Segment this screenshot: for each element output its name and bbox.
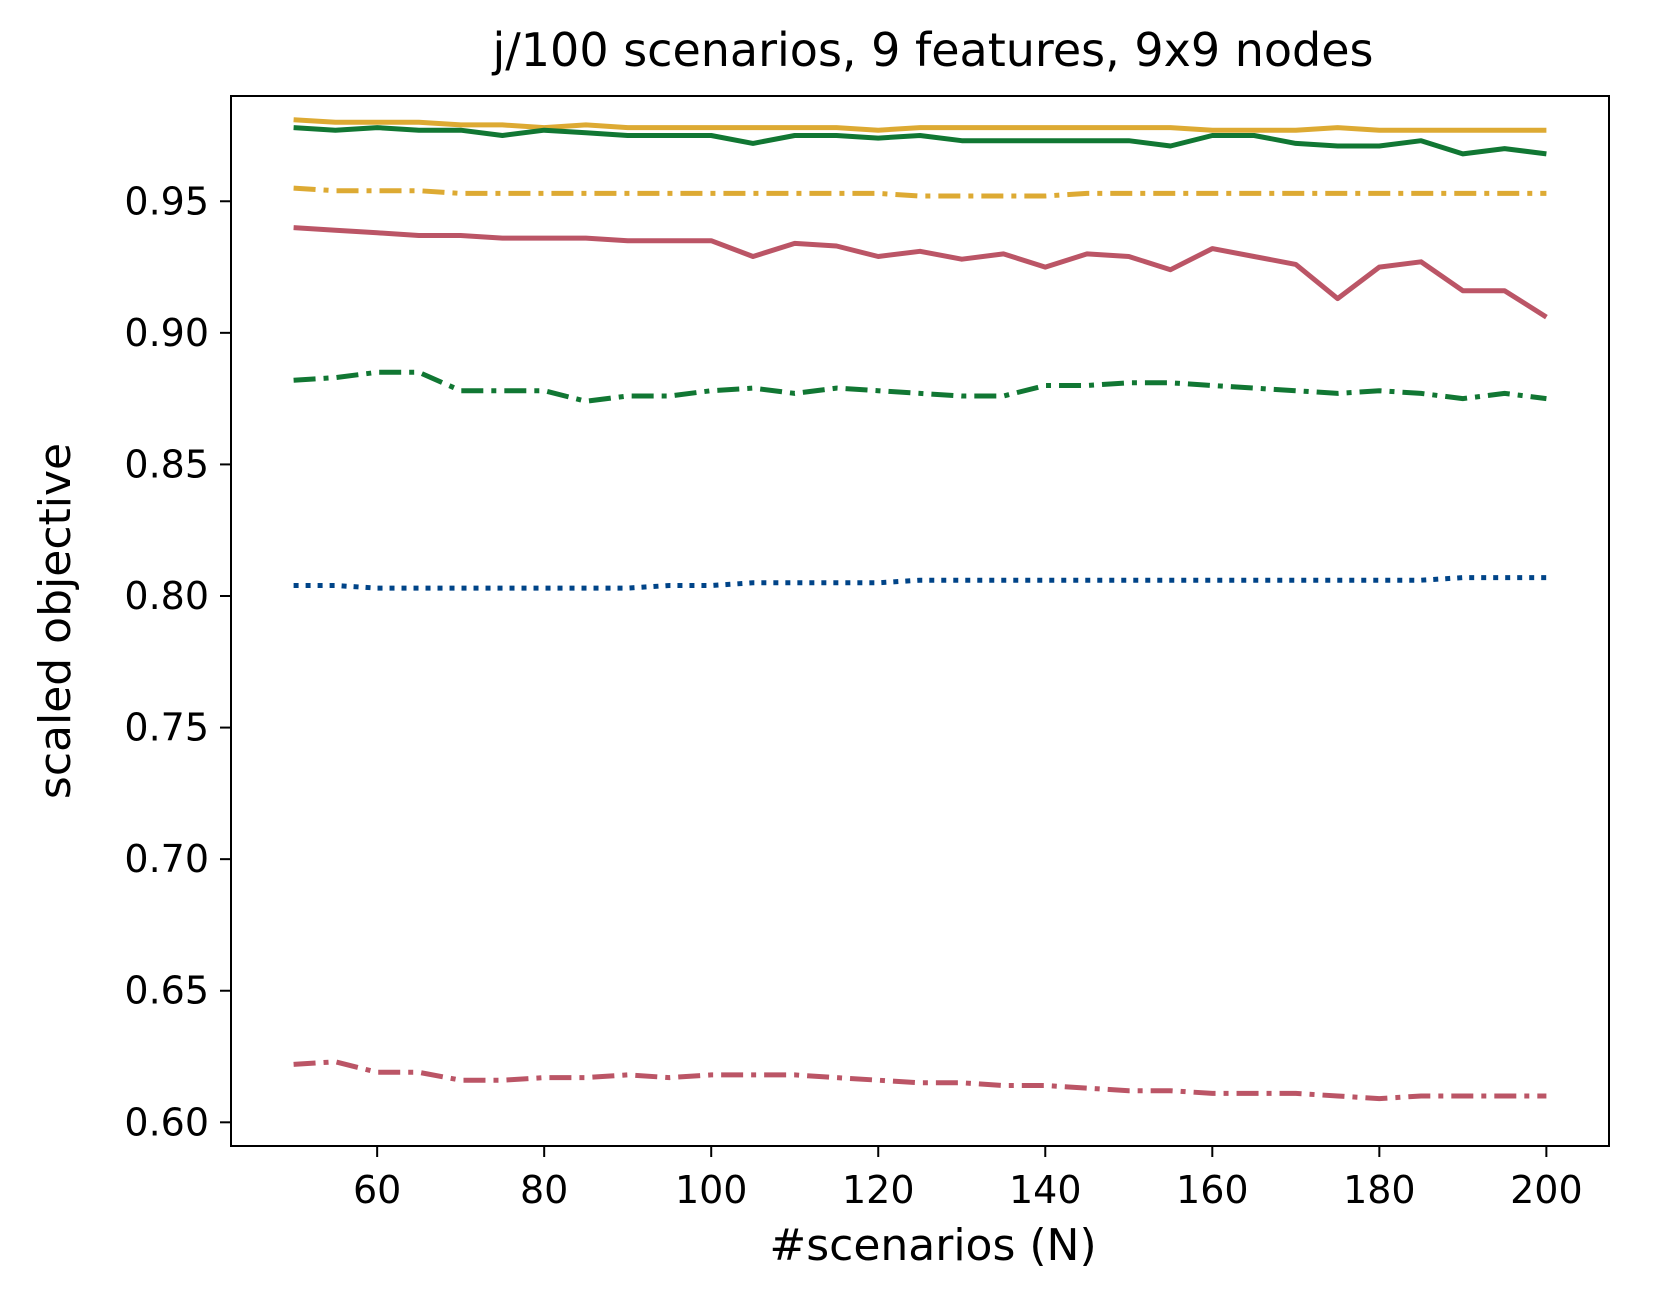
y-axis-ticks: 0.60 0.65 0.70 0.75 0.80 0.85 0.90 0.95 — [124, 179, 231, 1144]
y-axis-label: scaled objective — [30, 443, 81, 799]
x-tick-label: 60 — [353, 1168, 401, 1212]
x-tick-label: 80 — [520, 1168, 568, 1212]
plot-area — [230, 95, 1610, 1147]
series-line-7 — [293, 1059, 1547, 1102]
series-line-3 — [293, 185, 1547, 199]
x-tick-label: 100 — [675, 1168, 748, 1212]
series-line-2 — [293, 125, 1547, 157]
y-tick-label: 0.70 — [124, 837, 209, 881]
series-line-5 — [293, 369, 1547, 404]
x-axis-ticks: 60 80 100 120 140 160 180 200 — [353, 1146, 1583, 1212]
x-tick-label: 160 — [1176, 1168, 1249, 1212]
series-line-1 — [293, 117, 1547, 133]
chart-title: j/100 scenarios, 9 features, 9x9 nodes — [492, 23, 1374, 77]
series-layer — [293, 117, 1548, 1102]
x-tick-label: 120 — [842, 1168, 915, 1212]
y-tick-label: 0.65 — [124, 969, 209, 1013]
y-tick-label: 0.95 — [124, 179, 209, 223]
y-tick-label: 0.85 — [124, 442, 209, 486]
y-tick-label: 0.60 — [124, 1100, 209, 1144]
x-tick-label: 140 — [1009, 1168, 1082, 1212]
y-tick-label: 0.75 — [124, 706, 209, 750]
y-tick-label: 0.90 — [124, 311, 209, 355]
x-axis-label: #scenarios (N) — [769, 1220, 1096, 1271]
x-tick-label: 180 — [1343, 1168, 1416, 1212]
series-line-6 — [293, 575, 1547, 591]
series-line-4 — [293, 225, 1548, 320]
y-tick-label: 0.80 — [124, 574, 209, 618]
x-tick-label: 200 — [1510, 1168, 1583, 1212]
